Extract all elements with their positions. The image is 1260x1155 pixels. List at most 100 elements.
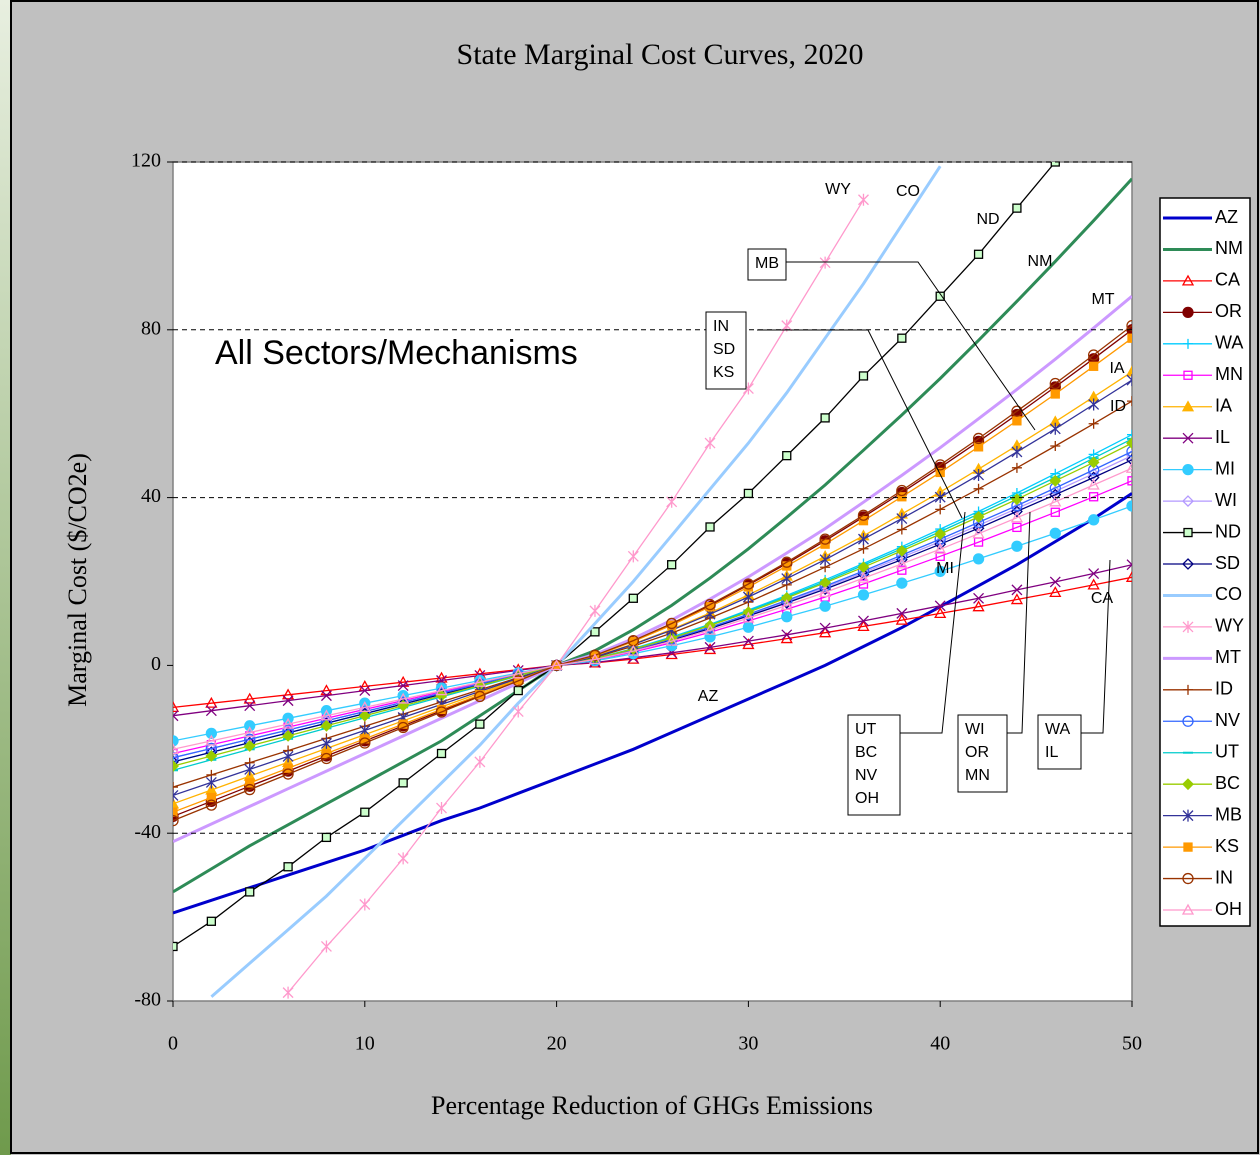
marker (858, 371, 869, 381)
marker (205, 734, 218, 746)
marker (358, 709, 371, 722)
marker (173, 789, 179, 802)
marker (819, 553, 831, 566)
callout-label: OR (965, 744, 989, 761)
marker (1012, 416, 1022, 426)
marker (243, 740, 256, 752)
marker (935, 551, 945, 561)
series-line (173, 295, 1132, 843)
y-tick-label: 0 (151, 653, 161, 675)
marker (934, 607, 947, 619)
marker (435, 684, 448, 696)
marker (1126, 437, 1132, 449)
marker (282, 750, 294, 763)
marker (1050, 441, 1061, 452)
marker (627, 550, 639, 563)
legend-label: MT (1215, 647, 1241, 667)
plot (173, 162, 1132, 999)
marker (282, 768, 294, 780)
leader-line (757, 329, 963, 519)
x-axis-title: Percentage Reduction of GHGs Emissions (431, 1091, 873, 1120)
marker (1049, 422, 1061, 435)
marker (1088, 418, 1099, 429)
marker (972, 432, 985, 445)
marker (742, 611, 755, 623)
marker (589, 649, 601, 661)
legend-label: BC (1215, 773, 1240, 793)
marker (1126, 449, 1132, 462)
series-line (173, 467, 1132, 750)
marker (667, 560, 677, 570)
marker (973, 483, 984, 494)
marker (1050, 162, 1060, 167)
marker (1126, 559, 1132, 571)
marker (895, 544, 908, 557)
callout-box (747, 248, 787, 281)
marker (1049, 488, 1062, 501)
marker (628, 593, 638, 603)
annotation: MT (1091, 291, 1114, 308)
callout-label: BC (855, 744, 877, 761)
legend-marker (1182, 495, 1194, 508)
marker (742, 635, 754, 647)
marker (1011, 462, 1022, 473)
marker (1126, 445, 1132, 458)
marker (972, 553, 985, 565)
annotation: CO (896, 183, 920, 200)
legend-marker (1182, 306, 1194, 319)
marker (512, 675, 524, 687)
marker (819, 586, 832, 598)
marker (705, 522, 715, 532)
marker (1049, 527, 1061, 539)
legend-marker (1181, 274, 1195, 286)
legend-marker (1183, 370, 1193, 380)
marker (820, 413, 830, 423)
marker (359, 685, 371, 697)
legend-label: NV (1215, 710, 1240, 730)
marker (282, 986, 294, 999)
legend-label: OR (1215, 301, 1242, 321)
series-line (173, 325, 1132, 822)
marker (320, 737, 332, 750)
marker (935, 504, 946, 515)
marker (1012, 203, 1022, 213)
legend-label: UT (1215, 741, 1239, 761)
marker (397, 680, 409, 691)
marker (1011, 540, 1023, 552)
marker (1049, 576, 1061, 588)
marker (205, 705, 217, 717)
marker (244, 720, 256, 732)
marker (858, 533, 869, 546)
marker (281, 688, 295, 700)
marker (1126, 374, 1132, 387)
marker (513, 685, 523, 696)
legend-label: WY (1215, 616, 1244, 636)
marker (1126, 319, 1132, 332)
marker (1088, 361, 1099, 371)
annotation: CA (1091, 590, 1114, 607)
marker (205, 696, 218, 708)
subtitle: All Sectors/Mechanisms (215, 334, 578, 372)
legend-label: ID (1215, 679, 1233, 699)
legend-marker (1182, 463, 1194, 476)
marker (320, 684, 333, 696)
marker (934, 600, 946, 612)
marker (896, 512, 908, 525)
marker (742, 591, 754, 604)
marker (665, 634, 678, 646)
marker (1127, 429, 1132, 440)
annotation: IA (1109, 360, 1124, 377)
marker (173, 782, 178, 793)
callout-box (957, 714, 1008, 793)
marker (1127, 396, 1132, 407)
marker (1125, 461, 1132, 473)
marker (244, 763, 256, 776)
legend-label: OH (1215, 899, 1242, 919)
marker (819, 600, 831, 612)
legend-marker (1181, 400, 1195, 412)
marker (819, 256, 831, 269)
marker (897, 492, 907, 502)
legend-label: ND (1215, 521, 1241, 541)
legend-marker (1182, 432, 1194, 444)
marker (895, 557, 908, 569)
